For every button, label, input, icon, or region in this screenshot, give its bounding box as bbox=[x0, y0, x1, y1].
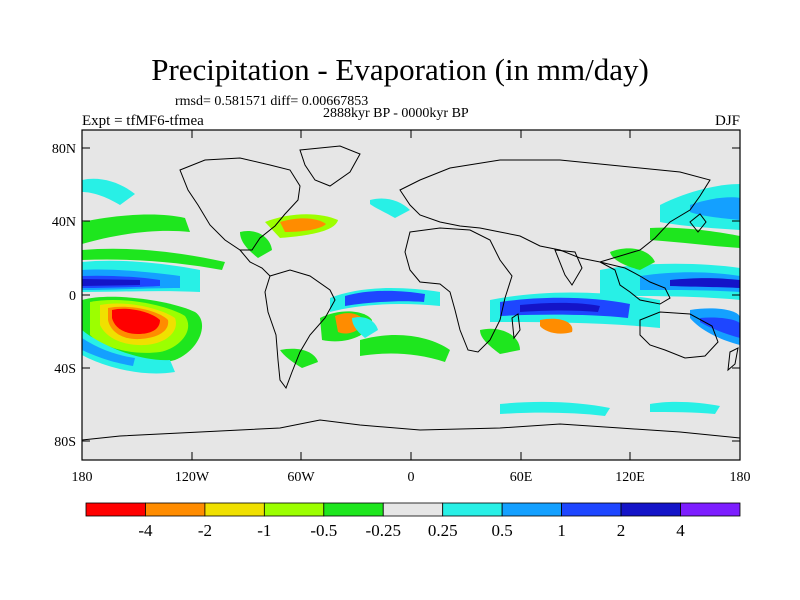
map-title: Precipitation - Evaporation (in mm/day) bbox=[151, 52, 649, 87]
coastline-greenland bbox=[299, 145, 361, 187]
colorbar-label: 0.25 bbox=[428, 521, 458, 540]
anomaly-region bbox=[670, 278, 740, 288]
lon-label: 60E bbox=[510, 470, 533, 485]
coastline-south-america bbox=[264, 269, 336, 390]
coastlines bbox=[82, 145, 740, 441]
anomaly-region bbox=[352, 317, 378, 338]
lat-label: 0 bbox=[69, 289, 76, 304]
coastline-madagascar bbox=[511, 313, 521, 340]
coastline-north-america bbox=[179, 157, 301, 251]
lon-label: 120W bbox=[175, 470, 210, 485]
coastline-se-asia bbox=[599, 261, 671, 305]
lon-labels: 180 120W 60W 0 60E 120E 180 bbox=[72, 470, 751, 485]
period-label: 2888kyr BP - 0000kyr BP bbox=[323, 106, 469, 121]
colorbar bbox=[85, 502, 741, 517]
anomaly-region bbox=[82, 338, 135, 366]
anomaly-region bbox=[280, 348, 318, 368]
experiment-label: Expt = tfMF6-tfmea bbox=[82, 113, 204, 129]
colorbar-swatch bbox=[680, 502, 741, 517]
anomaly-region bbox=[700, 317, 740, 338]
lon-label: 60W bbox=[287, 470, 315, 485]
anomaly-region bbox=[360, 335, 450, 362]
colorbar-swatch bbox=[204, 502, 265, 517]
coastline-india bbox=[554, 249, 583, 286]
colorbar-swatch bbox=[263, 502, 325, 517]
anomaly-region bbox=[540, 318, 573, 334]
anomaly-region bbox=[480, 328, 520, 354]
coastline-europe-asia bbox=[399, 159, 711, 263]
coastline-japan bbox=[689, 213, 707, 233]
lat-label: 40N bbox=[52, 215, 76, 230]
coastline-australia bbox=[639, 311, 719, 359]
colorbar-swatch bbox=[620, 502, 681, 517]
lon-label: 180 bbox=[730, 470, 751, 485]
anomaly-region bbox=[610, 248, 655, 270]
anomaly-region bbox=[370, 198, 410, 218]
lon-label: 120E bbox=[615, 470, 645, 485]
lat-label: 80N bbox=[52, 142, 76, 157]
colorbar-swatch bbox=[501, 502, 562, 517]
lon-label: 0 bbox=[408, 470, 415, 485]
coastline-antarctica bbox=[82, 419, 740, 441]
colorbar-label: 1 bbox=[557, 521, 566, 540]
colorbar-swatch bbox=[145, 502, 206, 517]
colorbar-label: 2 bbox=[617, 521, 626, 540]
colorbar-swatch bbox=[323, 502, 384, 517]
anomaly-region bbox=[690, 197, 740, 220]
season-label: DJF bbox=[714, 113, 740, 129]
colorbar-swatch bbox=[442, 502, 503, 517]
lon-ticks bbox=[81, 130, 741, 460]
lat-labels: 80N 40N 0 40S 80S bbox=[52, 142, 76, 450]
coastline-africa bbox=[404, 227, 513, 353]
colorbar-label: 4 bbox=[676, 521, 685, 540]
anomaly-region bbox=[82, 248, 225, 270]
anomaly-region bbox=[650, 401, 720, 414]
colorbar-label: -4 bbox=[138, 521, 153, 540]
anomaly-region bbox=[520, 302, 600, 312]
anomaly-region bbox=[112, 308, 160, 334]
colorbar-label: -0.5 bbox=[310, 521, 337, 540]
anomaly-region bbox=[82, 178, 135, 205]
colorbar-swatch bbox=[561, 502, 622, 517]
colorbar-labels: -4 -2 -1 -0.5 -0.25 0.25 0.5 1 2 4 bbox=[138, 521, 685, 540]
lat-label: 40S bbox=[54, 362, 76, 377]
anomaly-region bbox=[345, 290, 425, 306]
colorbar-label: 0.5 bbox=[492, 521, 513, 540]
anomaly-region bbox=[82, 279, 140, 286]
colorbar-swatch bbox=[85, 502, 146, 517]
anomaly-region bbox=[650, 227, 740, 248]
colorbar-label: -0.25 bbox=[366, 521, 401, 540]
anomaly-field bbox=[82, 178, 740, 416]
coastline-central-america bbox=[239, 249, 271, 277]
lat-label: 80S bbox=[54, 435, 76, 450]
colorbar-label: -2 bbox=[198, 521, 212, 540]
colorbar-swatch bbox=[382, 502, 444, 517]
stats-label: rmsd= 0.581571 diff= 0.00667853 bbox=[175, 94, 369, 109]
anomaly-region bbox=[82, 214, 190, 244]
anomaly-region bbox=[280, 218, 326, 232]
coastline-new-zealand bbox=[727, 347, 739, 372]
anomaly-region bbox=[82, 330, 175, 374]
anomaly-region bbox=[500, 401, 610, 416]
lon-label: 180 bbox=[72, 470, 93, 485]
lat-ticks bbox=[82, 147, 740, 442]
colorbar-label: -1 bbox=[257, 521, 271, 540]
